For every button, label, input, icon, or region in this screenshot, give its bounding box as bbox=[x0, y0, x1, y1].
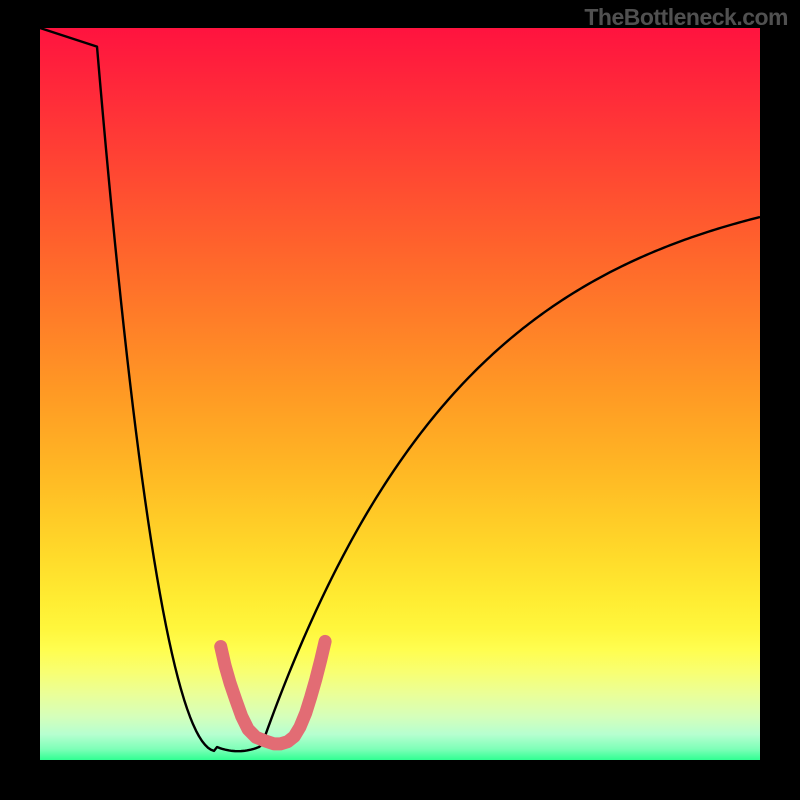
plot-background bbox=[40, 28, 760, 760]
watermark-label: TheBottleneck.com bbox=[584, 4, 788, 31]
chart-container: TheBottleneck.com bbox=[0, 0, 800, 800]
chart-svg bbox=[40, 28, 760, 760]
plot-area bbox=[40, 28, 760, 760]
